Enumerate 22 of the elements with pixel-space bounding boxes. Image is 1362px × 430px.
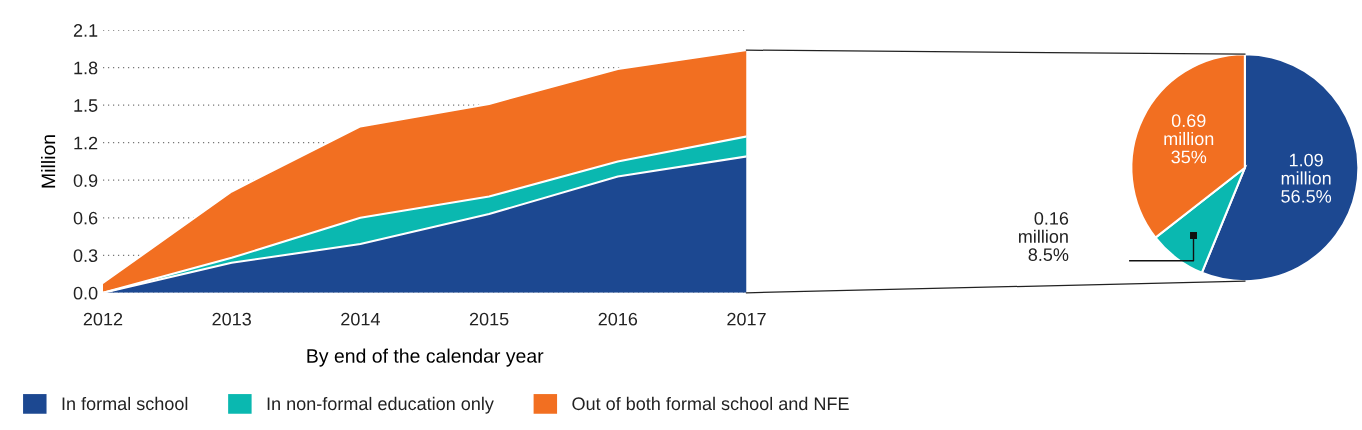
data-label: 0.16 million 8.5% [1018,211,1069,262]
y-tick-label: 0.6 [73,211,98,225]
data-label: 0.69 million 35% [1164,114,1214,164]
y-tick-label: 0.9 [73,174,98,187]
y-axis-title: Million [40,135,56,188]
y-tick-label: 1.2 [74,136,98,150]
y-tick-label: 0.0 [73,286,98,300]
legend-label: In non-formal education only [267,396,494,414]
legend-label: Out of both formal school and NFE [572,396,849,411]
y-tick-label: 0.3 [73,249,98,263]
x-tick-label: 2015 [469,312,509,326]
y-tick-label: 1.8 [74,61,98,75]
x-tick-label: 2014 [341,312,380,326]
y-tick-label: 2.1 [73,24,98,37]
x-tick-label: 2013 [212,312,251,326]
x-tick-label: 2012 [83,312,123,326]
y-tick-label: 1.5 [74,99,98,112]
x-axis-title: By end of the calendar year [307,348,544,367]
x-tick-label: 2017 [727,312,766,326]
x-tick-label: 2016 [598,312,638,326]
data-label: 1.09 million 56.5% [1281,153,1332,203]
legend-label: In formal school [62,396,188,411]
